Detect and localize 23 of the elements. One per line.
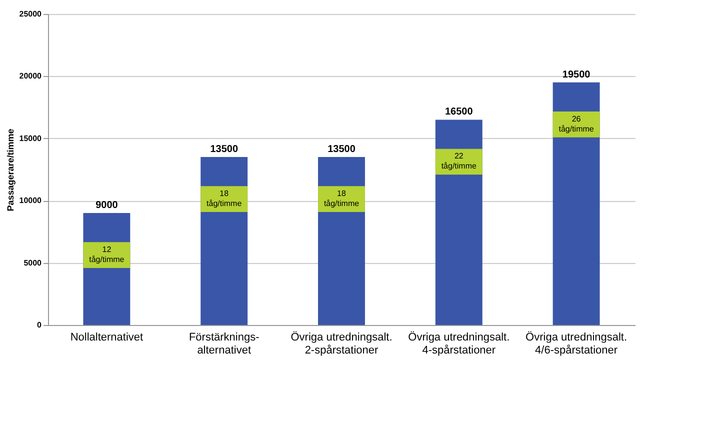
x-tick-label: Övriga utredningsalt. 4-spårstationer: [408, 330, 510, 356]
data-label: 9000: [96, 200, 118, 212]
annotation: 18 tåg/timme: [324, 189, 360, 208]
data-label: 13500: [328, 144, 356, 156]
y-tick-label: 10000: [19, 196, 42, 206]
annotation: 22 tåg/timme: [441, 152, 478, 171]
annotation: 18 tåg/timme: [206, 189, 242, 208]
data-label: 13500: [210, 144, 238, 156]
x-tick-label: Nollalternativet: [70, 332, 144, 344]
x-tick-label: Övriga utredningsalt. 2-spårstationer: [290, 330, 392, 356]
y-tick-label: 20000: [19, 72, 42, 81]
y-axis-title: Passagerare/timme: [5, 128, 16, 212]
bar: [552, 82, 600, 325]
annotation: 26 tåg/timme: [558, 114, 594, 134]
y-tick-label: 5000: [24, 258, 42, 268]
y-tick-label: 0: [37, 320, 42, 330]
y-tick-label: 15000: [19, 134, 42, 143]
data-label: 16500: [444, 106, 474, 118]
y-tick-label: 25000: [19, 10, 42, 18]
x-tick-label: Övriga utredningsalt. 4/6-spårstationer: [526, 330, 628, 356]
x-tick-label: Förstärknings- alternativet: [188, 332, 260, 356]
annotation: 12 tåg/timme: [89, 245, 125, 264]
data-label: 19500: [562, 69, 591, 80]
